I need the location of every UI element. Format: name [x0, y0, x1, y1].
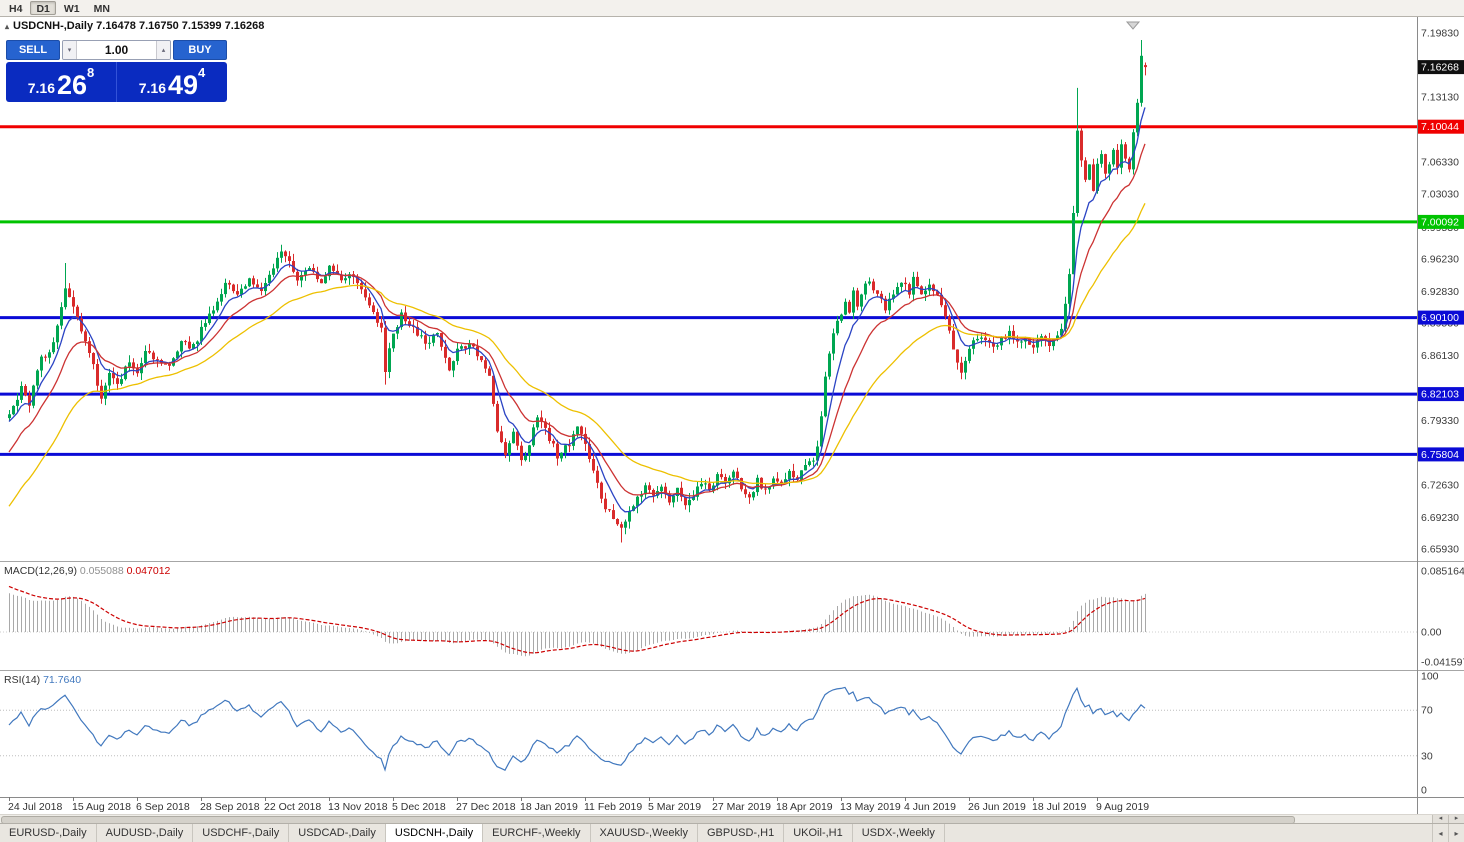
- symbol-ohlc-text: USDCNH-,Daily 7.16478 7.16750 7.15399 7.…: [13, 20, 265, 32]
- scroll-right-icon[interactable]: ▸: [1448, 815, 1464, 823]
- collapse-panel-icon[interactable]: ▴: [5, 21, 10, 31]
- svg-text:13 Nov 2018: 13 Nov 2018: [328, 801, 388, 813]
- ma-mid-red: [8, 143, 1146, 497]
- svg-text:RSI(14) 71.7640: RSI(14) 71.7640: [4, 674, 81, 686]
- svg-text:11 Feb 2019: 11 Feb 2019: [584, 801, 642, 813]
- date-axis[interactable]: 24 Jul 2018 15 Aug 2018 6 Sep 2018 28 Sep 2…: [8, 797, 1149, 813]
- svg-text:6.65930: 6.65930: [1421, 544, 1459, 556]
- timeframe-button-d1[interactable]: D1: [30, 1, 56, 15]
- chart-tab[interactable]: XAUUSD-,Weekly: [591, 824, 698, 842]
- tab-nav: ◂ ▸: [1432, 824, 1464, 842]
- chart-tab[interactable]: EURUSD-,Daily: [0, 824, 97, 842]
- candles-layer: [8, 40, 1147, 543]
- chart-shift-marker: [1125, 21, 1141, 30]
- ask-price[interactable]: 7.16 49 4: [138, 65, 206, 101]
- svg-text:6.75804: 6.75804: [1421, 449, 1459, 461]
- one-click-trading-panel: SELL ▾ ▴ BUY 7.16 26 8 7.16 49 4: [6, 40, 227, 102]
- svg-text:6 Sep 2018: 6 Sep 2018: [136, 801, 190, 813]
- svg-text:7.10044: 7.10044: [1421, 121, 1459, 133]
- svg-text:6.90100: 6.90100: [1421, 312, 1459, 324]
- svg-text:6.96230: 6.96230: [1421, 253, 1459, 265]
- chart-tab[interactable]: USDCHF-,Daily: [193, 824, 290, 842]
- svg-text:22 Oct 2018: 22 Oct 2018: [264, 801, 321, 813]
- price-badge-6.90100: 6.90100: [1418, 310, 1464, 325]
- last-price-badge: 7.16268: [1418, 60, 1464, 75]
- chart-tab-active[interactable]: USDCNH-,Daily: [385, 824, 484, 842]
- svg-text:MACD(12,26,9) 0.055088 0.04701: MACD(12,26,9) 0.055088 0.047012: [4, 565, 171, 577]
- price-divider: [116, 62, 117, 102]
- svg-text:27 Dec 2018: 27 Dec 2018: [456, 801, 516, 813]
- svg-text:6.69230: 6.69230: [1421, 512, 1459, 524]
- price-badge-7.10044: 7.10044: [1418, 119, 1464, 134]
- tabs-scroll-left-icon[interactable]: ◂: [1432, 824, 1448, 842]
- svg-text:6.92830: 6.92830: [1421, 286, 1459, 298]
- svg-text:15 Aug 2018: 15 Aug 2018: [72, 801, 131, 813]
- price-badge-6.82103: 6.82103: [1418, 387, 1464, 402]
- volume-increase-icon[interactable]: ▴: [156, 41, 170, 59]
- svg-text:7.19830: 7.19830: [1421, 28, 1459, 40]
- svg-text:18 Jan 2019: 18 Jan 2019: [520, 801, 578, 813]
- bid-price[interactable]: 7.16 26 8: [27, 65, 95, 101]
- svg-text:100: 100: [1421, 671, 1439, 683]
- ma-fast-blue: [8, 107, 1146, 513]
- chart-tab[interactable]: USDCAD-,Daily: [289, 824, 386, 842]
- svg-text:0: 0: [1421, 785, 1427, 797]
- svg-text:7.13130: 7.13130: [1421, 92, 1459, 104]
- svg-text:6.72630: 6.72630: [1421, 479, 1459, 491]
- chart-canvas[interactable]: MACD(12,26,9) 0.055088 0.047012 RSI(14) 7…: [0, 17, 1464, 814]
- svg-text:6.86130: 6.86130: [1421, 350, 1459, 362]
- price-badge-7.00092: 7.00092: [1418, 214, 1464, 229]
- svg-text:5 Mar 2019: 5 Mar 2019: [648, 801, 701, 813]
- bid-ask-display: 7.16 26 8 7.16 49 4: [6, 62, 227, 102]
- svg-text:18 Apr 2019: 18 Apr 2019: [776, 801, 833, 813]
- timeframe-button-h4[interactable]: H4: [3, 1, 28, 15]
- rsi-line: [8, 686, 1146, 772]
- svg-text:4 Jun 2019: 4 Jun 2019: [904, 801, 956, 813]
- svg-text:70: 70: [1421, 705, 1433, 717]
- chart-title: ▴ USDCNH-,Daily 7.16478 7.16750 7.15399 …: [5, 20, 264, 32]
- svg-text:-0.041597: -0.041597: [1421, 656, 1464, 668]
- chart-tab[interactable]: GBPUSD-,H1: [698, 824, 785, 842]
- buy-button[interactable]: BUY: [173, 40, 227, 60]
- svg-text:7.16268: 7.16268: [1421, 62, 1459, 74]
- svg-text:5 Dec 2018: 5 Dec 2018: [392, 801, 446, 813]
- chart-tab-bar: EURUSD-,Daily AUDUSD-,Daily USDCHF-,Daily U…: [0, 823, 1464, 842]
- svg-text:13 May 2019: 13 May 2019: [840, 801, 901, 813]
- svg-text:7.03030: 7.03030: [1421, 188, 1459, 200]
- svg-text:7.00092: 7.00092: [1421, 216, 1459, 228]
- macd-signal-line: [8, 585, 1146, 654]
- ma-slow-yellow: [8, 203, 1146, 507]
- svg-text:7.06330: 7.06330: [1421, 157, 1459, 169]
- svg-text:30: 30: [1421, 750, 1433, 762]
- price-badge-6.75804: 6.75804: [1418, 447, 1464, 462]
- svg-text:24 Jul 2018: 24 Jul 2018: [8, 801, 62, 813]
- svg-text:28 Sep 2018: 28 Sep 2018: [200, 801, 260, 813]
- svg-text:6.79330: 6.79330: [1421, 415, 1459, 427]
- svg-text:6.82103: 6.82103: [1421, 389, 1459, 401]
- tabs-scroll-right-icon[interactable]: ▸: [1448, 824, 1464, 842]
- timeframe-toolbar: H4 D1 W1 MN: [0, 0, 1464, 17]
- scroll-left-icon[interactable]: ◂: [1432, 815, 1448, 823]
- svg-text:0.00: 0.00: [1421, 627, 1442, 639]
- svg-text:26 Jun 2019: 26 Jun 2019: [968, 801, 1026, 813]
- svg-text:9 Aug 2019: 9 Aug 2019: [1096, 801, 1149, 813]
- volume-input[interactable]: [77, 41, 156, 59]
- chart-tab[interactable]: UKOil-,H1: [784, 824, 853, 842]
- svg-text:0.085164: 0.085164: [1421, 566, 1464, 578]
- svg-text:18 Jul 2019: 18 Jul 2019: [1032, 801, 1086, 813]
- chart-tab[interactable]: USDX-,Weekly: [853, 824, 945, 842]
- tab-strip: EURUSD-,Daily AUDUSD-,Daily USDCHF-,Daily U…: [0, 824, 945, 842]
- timeframe-button-mn[interactable]: MN: [88, 1, 116, 15]
- chart-area[interactable]: MACD(12,26,9) 0.055088 0.047012 RSI(14) 7…: [0, 17, 1464, 814]
- sell-button[interactable]: SELL: [6, 40, 60, 60]
- volume-stepper: ▾ ▴: [62, 40, 171, 60]
- chart-tab[interactable]: AUDUSD-,Daily: [97, 824, 194, 842]
- svg-text:27 Mar 2019: 27 Mar 2019: [712, 801, 771, 813]
- volume-decrease-icon[interactable]: ▾: [63, 41, 77, 59]
- price-axis[interactable]: 7.198307.131307.063307.030306.995306.962…: [1421, 28, 1464, 797]
- chart-tab[interactable]: EURCHF-,Weekly: [483, 824, 591, 842]
- timeframe-button-w1[interactable]: W1: [58, 1, 86, 15]
